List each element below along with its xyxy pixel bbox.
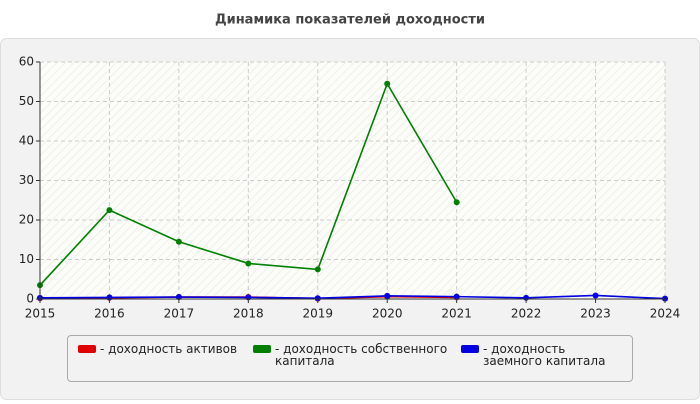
legend-label: - доходность заемного капитала (483, 342, 606, 368)
y-tick-label: 50 (19, 94, 34, 108)
x-tick-label: 2015 (25, 307, 56, 321)
data-point (314, 295, 321, 302)
x-tick-label: 2023 (580, 307, 611, 321)
x-tick-label: 2021 (441, 307, 472, 321)
data-point (453, 293, 460, 300)
data-point (314, 266, 321, 273)
x-tick-label: 2017 (164, 307, 195, 321)
legend-label: - доходность собственного капитала (275, 342, 448, 368)
y-tick-label: 30 (19, 173, 34, 187)
data-point (592, 292, 599, 299)
legend-swatch (78, 345, 96, 353)
data-point (175, 238, 182, 245)
legend-swatch (461, 345, 479, 353)
y-tick-label: 40 (19, 134, 34, 148)
data-point (384, 292, 391, 299)
x-tick-label: 2022 (511, 307, 542, 321)
legend-item: - доходность заемного капитала (461, 343, 626, 367)
data-point (106, 207, 113, 214)
x-tick-label: 2024 (650, 307, 681, 321)
x-tick-label: 2020 (372, 307, 403, 321)
data-point (245, 260, 252, 267)
chart-title: Динамика показателей доходности (215, 13, 485, 28)
legend-item: - доходность собственного капитала (253, 343, 448, 367)
x-tick-label: 2019 (303, 307, 334, 321)
y-tick-label: 60 (19, 55, 34, 69)
x-tick-label: 2016 (94, 307, 125, 321)
legend-label: - доходность активов (100, 342, 238, 356)
x-tick-label: 2018 (233, 307, 264, 321)
data-point (453, 199, 460, 206)
legend-item: - доходность активов (78, 343, 248, 355)
y-tick-label: 0 (26, 292, 34, 306)
series-line (39, 294, 666, 300)
y-tick-label: 10 (19, 252, 34, 266)
data-point (384, 80, 391, 87)
legend: - доходность активов - доходность собстве… (67, 335, 633, 382)
y-tick-label: 20 (19, 213, 34, 227)
legend-swatch (253, 345, 271, 353)
